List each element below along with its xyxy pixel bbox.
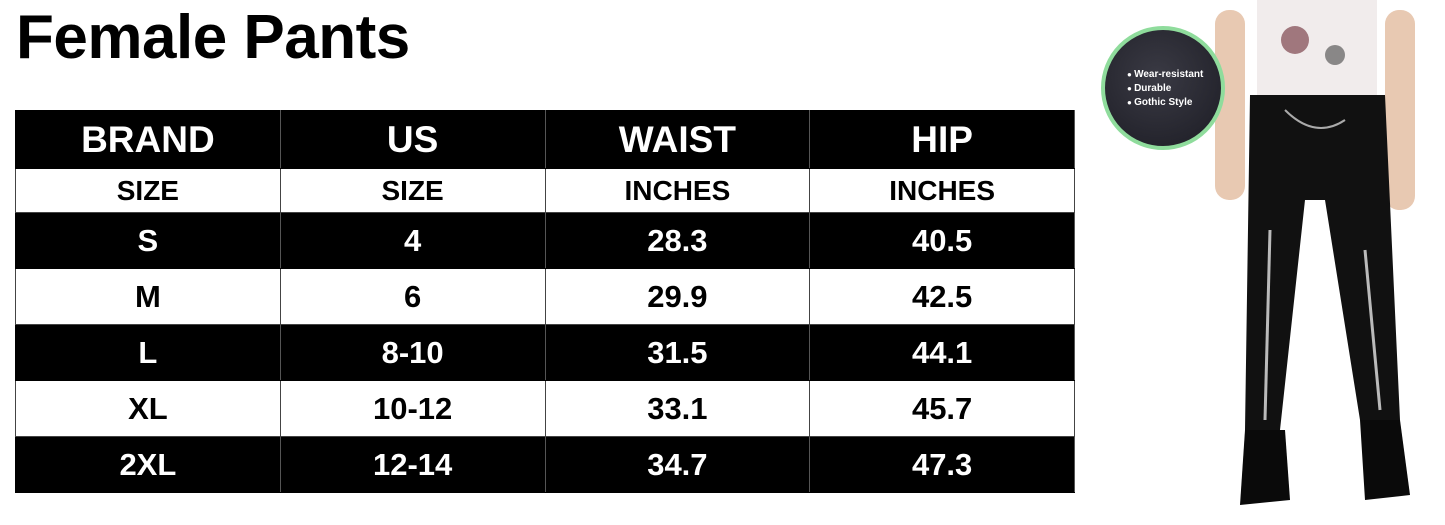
table-row: 2XL 12-14 34.7 47.3: [15, 436, 1075, 493]
cell: XL: [15, 380, 281, 437]
cell: 34.7: [544, 436, 811, 493]
features-badge: Wear-resistant Durable Gothic Style: [1101, 26, 1225, 150]
model-photo: [1215, 0, 1415, 505]
table-row: M 6 29.9 42.5: [15, 268, 1075, 325]
cell: 10-12: [279, 380, 546, 437]
cell: 33.1: [544, 380, 811, 437]
cell: 8-10: [279, 324, 546, 381]
cell: 45.7: [809, 380, 1075, 437]
cell: 44.1: [809, 324, 1075, 381]
cell: 31.5: [544, 324, 811, 381]
cell: 12-14: [279, 436, 546, 493]
right-boot: [1360, 420, 1410, 500]
pants: [1245, 95, 1400, 430]
subheader-cell: SIZE: [15, 168, 281, 213]
cell: S: [15, 212, 281, 269]
feature-item: Durable: [1127, 82, 1203, 96]
left-boot: [1240, 430, 1290, 505]
header-hip: HIP: [809, 110, 1075, 169]
cell: 4: [279, 212, 546, 269]
cell: 42.5: [809, 268, 1075, 325]
cell: 28.3: [544, 212, 811, 269]
subheader-row: SIZE SIZE INCHES INCHES: [15, 168, 1075, 213]
cell: M: [15, 268, 281, 325]
header-row: BRAND US WAIST HIP: [15, 110, 1075, 169]
header-us: US: [279, 110, 546, 169]
size-chart-table: BRAND US WAIST HIP SIZE SIZE INCHES INCH…: [15, 110, 1075, 493]
feature-item: Wear-resistant: [1127, 68, 1203, 82]
page-title: Female Pants: [16, 3, 410, 72]
subheader-cell: INCHES: [809, 168, 1075, 213]
table-row: L 8-10 31.5 44.1: [15, 324, 1075, 381]
header-brand: BRAND: [15, 110, 281, 169]
cell: 47.3: [809, 436, 1075, 493]
shirt: [1257, 0, 1377, 95]
right-arm: [1385, 10, 1415, 210]
cell: 29.9: [544, 268, 811, 325]
subheader-cell: SIZE: [279, 168, 546, 213]
feature-item: Gothic Style: [1127, 96, 1203, 110]
cell: L: [15, 324, 281, 381]
table-row: XL 10-12 33.1 45.7: [15, 380, 1075, 437]
subheader-cell: INCHES: [544, 168, 811, 213]
header-waist: WAIST: [544, 110, 811, 169]
table-row: S 4 28.3 40.5: [15, 212, 1075, 269]
cell: 40.5: [809, 212, 1075, 269]
cell: 6: [279, 268, 546, 325]
left-arm: [1215, 10, 1245, 200]
cell: 2XL: [15, 436, 281, 493]
